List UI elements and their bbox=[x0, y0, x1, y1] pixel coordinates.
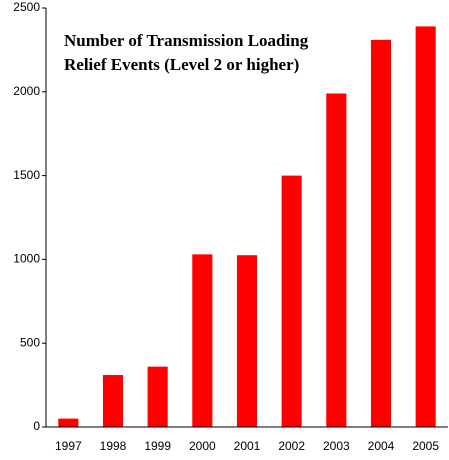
x-tick-label: 2005 bbox=[412, 439, 439, 453]
x-tick-label: 1999 bbox=[144, 439, 171, 453]
y-tick-label: 2500 bbox=[13, 0, 40, 14]
x-tick-label: 1998 bbox=[100, 439, 127, 453]
y-tick-label: 500 bbox=[20, 335, 40, 349]
bar bbox=[326, 93, 347, 427]
y-tick-label: 0 bbox=[33, 419, 40, 433]
x-tick-label: 2000 bbox=[189, 439, 216, 453]
x-tick-label: 2003 bbox=[323, 439, 350, 453]
chart-title-line: Relief Events (Level 2 or higher) bbox=[64, 55, 299, 74]
chart-title-line: Number of Transmission Loading bbox=[64, 31, 309, 50]
bar bbox=[236, 255, 258, 427]
bar bbox=[147, 366, 168, 427]
y-tick-label: 2000 bbox=[13, 84, 40, 98]
bar bbox=[415, 26, 436, 427]
bar bbox=[58, 418, 79, 427]
x-tick-label: 2002 bbox=[278, 439, 305, 453]
y-tick-label: 1500 bbox=[13, 168, 40, 182]
bar bbox=[370, 39, 392, 428]
x-tick-label: 1997 bbox=[55, 439, 82, 453]
bar bbox=[192, 254, 213, 427]
x-tick-label: 2001 bbox=[234, 439, 261, 453]
bar bbox=[281, 175, 302, 427]
x-tick-label: 2004 bbox=[368, 439, 395, 453]
y-tick-label: 1000 bbox=[13, 252, 40, 266]
bar bbox=[102, 375, 124, 427]
